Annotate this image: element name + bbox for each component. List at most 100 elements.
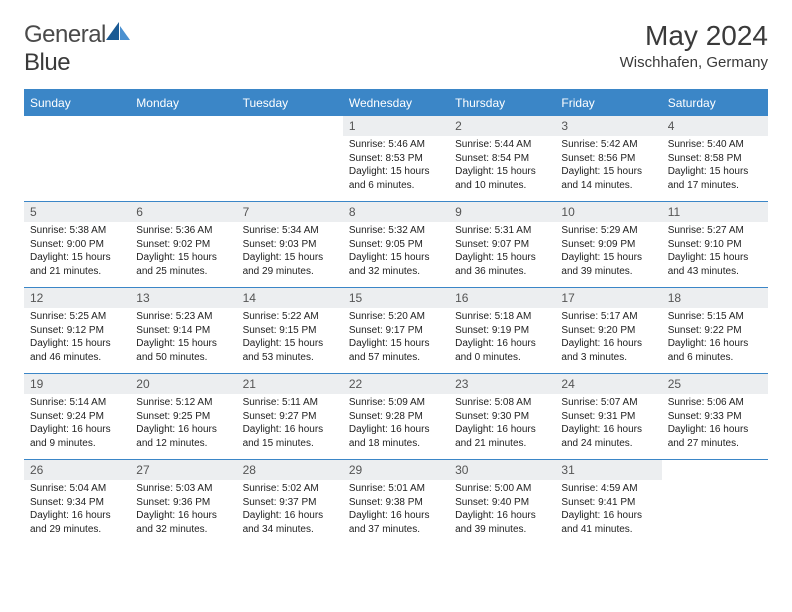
- day-number: 23: [449, 374, 555, 394]
- calendar-day-cell: 31Sunrise: 4:59 AMSunset: 9:41 PMDayligh…: [555, 460, 661, 546]
- day-details: Sunrise: 5:38 AMSunset: 9:00 PMDaylight:…: [24, 222, 130, 282]
- calendar-day-cell: 7Sunrise: 5:34 AMSunset: 9:03 PMDaylight…: [237, 202, 343, 288]
- calendar-week-row: 19Sunrise: 5:14 AMSunset: 9:24 PMDayligh…: [24, 374, 768, 460]
- calendar-day-cell: 22Sunrise: 5:09 AMSunset: 9:28 PMDayligh…: [343, 374, 449, 460]
- calendar-day-cell: 12Sunrise: 5:25 AMSunset: 9:12 PMDayligh…: [24, 288, 130, 374]
- weekday-header: Thursday: [449, 90, 555, 116]
- calendar-day-cell: 20Sunrise: 5:12 AMSunset: 9:25 PMDayligh…: [130, 374, 236, 460]
- brand-name-b: Blue: [24, 49, 70, 76]
- day-details: Sunrise: 5:27 AMSunset: 9:10 PMDaylight:…: [662, 222, 768, 282]
- day-details: Sunrise: 5:42 AMSunset: 8:56 PMDaylight:…: [555, 136, 661, 196]
- calendar-day-cell: 1Sunrise: 5:46 AMSunset: 8:53 PMDaylight…: [343, 116, 449, 202]
- day-details: Sunrise: 5:02 AMSunset: 9:37 PMDaylight:…: [237, 480, 343, 540]
- day-details: Sunrise: 5:17 AMSunset: 9:20 PMDaylight:…: [555, 308, 661, 368]
- day-number: 7: [237, 202, 343, 222]
- day-number: 17: [555, 288, 661, 308]
- calendar-day-cell: ..: [24, 116, 130, 202]
- calendar-day-cell: 4Sunrise: 5:40 AMSunset: 8:58 PMDaylight…: [662, 116, 768, 202]
- day-details: Sunrise: 5:32 AMSunset: 9:05 PMDaylight:…: [343, 222, 449, 282]
- day-details: Sunrise: 5:04 AMSunset: 9:34 PMDaylight:…: [24, 480, 130, 540]
- day-details: Sunrise: 5:23 AMSunset: 9:14 PMDaylight:…: [130, 308, 236, 368]
- header: GeneralBlue May 2024 Wischhafen, Germany: [24, 20, 768, 77]
- day-number: 1: [343, 116, 449, 136]
- calendar-day-cell: 5Sunrise: 5:38 AMSunset: 9:00 PMDaylight…: [24, 202, 130, 288]
- weekday-header: Saturday: [662, 90, 768, 116]
- calendar-body: ......1Sunrise: 5:46 AMSunset: 8:53 PMDa…: [24, 116, 768, 546]
- weekday-header: Wednesday: [343, 90, 449, 116]
- calendar-day-cell: 25Sunrise: 5:06 AMSunset: 9:33 PMDayligh…: [662, 374, 768, 460]
- day-number: 14: [237, 288, 343, 308]
- calendar-day-cell: 9Sunrise: 5:31 AMSunset: 9:07 PMDaylight…: [449, 202, 555, 288]
- day-number: 12: [24, 288, 130, 308]
- day-details: Sunrise: 5:44 AMSunset: 8:54 PMDaylight:…: [449, 136, 555, 196]
- calendar-day-cell: 27Sunrise: 5:03 AMSunset: 9:36 PMDayligh…: [130, 460, 236, 546]
- day-details: Sunrise: 5:20 AMSunset: 9:17 PMDaylight:…: [343, 308, 449, 368]
- calendar-day-cell: 19Sunrise: 5:14 AMSunset: 9:24 PMDayligh…: [24, 374, 130, 460]
- day-number: 3: [555, 116, 661, 136]
- day-details: Sunrise: 5:07 AMSunset: 9:31 PMDaylight:…: [555, 394, 661, 454]
- day-details: Sunrise: 5:00 AMSunset: 9:40 PMDaylight:…: [449, 480, 555, 540]
- day-number: 5: [24, 202, 130, 222]
- calendar-week-row: 12Sunrise: 5:25 AMSunset: 9:12 PMDayligh…: [24, 288, 768, 374]
- day-number: 18: [662, 288, 768, 308]
- calendar-day-cell: 14Sunrise: 5:22 AMSunset: 9:15 PMDayligh…: [237, 288, 343, 374]
- day-details: Sunrise: 5:34 AMSunset: 9:03 PMDaylight:…: [237, 222, 343, 282]
- brand-text: GeneralBlue: [24, 20, 132, 77]
- calendar-day-cell: 13Sunrise: 5:23 AMSunset: 9:14 PMDayligh…: [130, 288, 236, 374]
- day-number: 19: [24, 374, 130, 394]
- calendar-day-cell: 24Sunrise: 5:07 AMSunset: 9:31 PMDayligh…: [555, 374, 661, 460]
- weekday-header: Tuesday: [237, 90, 343, 116]
- sail-icon: [106, 20, 132, 42]
- day-details: Sunrise: 5:15 AMSunset: 9:22 PMDaylight:…: [662, 308, 768, 368]
- day-number: 11: [662, 202, 768, 222]
- calendar-table: SundayMondayTuesdayWednesdayThursdayFrid…: [24, 89, 768, 546]
- day-number: 13: [130, 288, 236, 308]
- day-details: Sunrise: 5:01 AMSunset: 9:38 PMDaylight:…: [343, 480, 449, 540]
- calendar-day-cell: 6Sunrise: 5:36 AMSunset: 9:02 PMDaylight…: [130, 202, 236, 288]
- location: Wischhafen, Germany: [620, 54, 768, 71]
- day-details: Sunrise: 5:46 AMSunset: 8:53 PMDaylight:…: [343, 136, 449, 196]
- day-number: 24: [555, 374, 661, 394]
- day-details: Sunrise: 5:08 AMSunset: 9:30 PMDaylight:…: [449, 394, 555, 454]
- calendar-day-cell: 11Sunrise: 5:27 AMSunset: 9:10 PMDayligh…: [662, 202, 768, 288]
- day-details: Sunrise: 5:11 AMSunset: 9:27 PMDaylight:…: [237, 394, 343, 454]
- day-details: Sunrise: 5:29 AMSunset: 9:09 PMDaylight:…: [555, 222, 661, 282]
- day-details: Sunrise: 5:22 AMSunset: 9:15 PMDaylight:…: [237, 308, 343, 368]
- calendar-day-cell: 30Sunrise: 5:00 AMSunset: 9:40 PMDayligh…: [449, 460, 555, 546]
- day-number: 28: [237, 460, 343, 480]
- weekday-header: Monday: [130, 90, 236, 116]
- weekday-header: Friday: [555, 90, 661, 116]
- day-details: Sunrise: 5:12 AMSunset: 9:25 PMDaylight:…: [130, 394, 236, 454]
- day-details: Sunrise: 5:31 AMSunset: 9:07 PMDaylight:…: [449, 222, 555, 282]
- calendar-day-cell: 10Sunrise: 5:29 AMSunset: 9:09 PMDayligh…: [555, 202, 661, 288]
- day-number: 29: [343, 460, 449, 480]
- day-number: 6: [130, 202, 236, 222]
- day-details: Sunrise: 5:06 AMSunset: 9:33 PMDaylight:…: [662, 394, 768, 454]
- brand-name-a: General: [24, 21, 106, 48]
- day-details: Sunrise: 4:59 AMSunset: 9:41 PMDaylight:…: [555, 480, 661, 540]
- day-details: Sunrise: 5:25 AMSunset: 9:12 PMDaylight:…: [24, 308, 130, 368]
- day-number: 21: [237, 374, 343, 394]
- calendar-day-cell: 15Sunrise: 5:20 AMSunset: 9:17 PMDayligh…: [343, 288, 449, 374]
- calendar-day-cell: 2Sunrise: 5:44 AMSunset: 8:54 PMDaylight…: [449, 116, 555, 202]
- calendar-header-row: SundayMondayTuesdayWednesdayThursdayFrid…: [24, 90, 768, 116]
- calendar-day-cell: ..: [662, 460, 768, 546]
- day-number: 8: [343, 202, 449, 222]
- month-title: May 2024: [620, 20, 768, 52]
- calendar-day-cell: 16Sunrise: 5:18 AMSunset: 9:19 PMDayligh…: [449, 288, 555, 374]
- calendar-day-cell: 3Sunrise: 5:42 AMSunset: 8:56 PMDaylight…: [555, 116, 661, 202]
- calendar-day-cell: 17Sunrise: 5:17 AMSunset: 9:20 PMDayligh…: [555, 288, 661, 374]
- day-number: 15: [343, 288, 449, 308]
- day-details: Sunrise: 5:36 AMSunset: 9:02 PMDaylight:…: [130, 222, 236, 282]
- day-number: 30: [449, 460, 555, 480]
- day-number: 2: [449, 116, 555, 136]
- calendar-day-cell: 23Sunrise: 5:08 AMSunset: 9:30 PMDayligh…: [449, 374, 555, 460]
- day-number: 31: [555, 460, 661, 480]
- weekday-header: Sunday: [24, 90, 130, 116]
- day-number: 10: [555, 202, 661, 222]
- day-number: 9: [449, 202, 555, 222]
- calendar-day-cell: 29Sunrise: 5:01 AMSunset: 9:38 PMDayligh…: [343, 460, 449, 546]
- day-details: Sunrise: 5:18 AMSunset: 9:19 PMDaylight:…: [449, 308, 555, 368]
- day-number: 25: [662, 374, 768, 394]
- title-block: May 2024 Wischhafen, Germany: [620, 20, 768, 71]
